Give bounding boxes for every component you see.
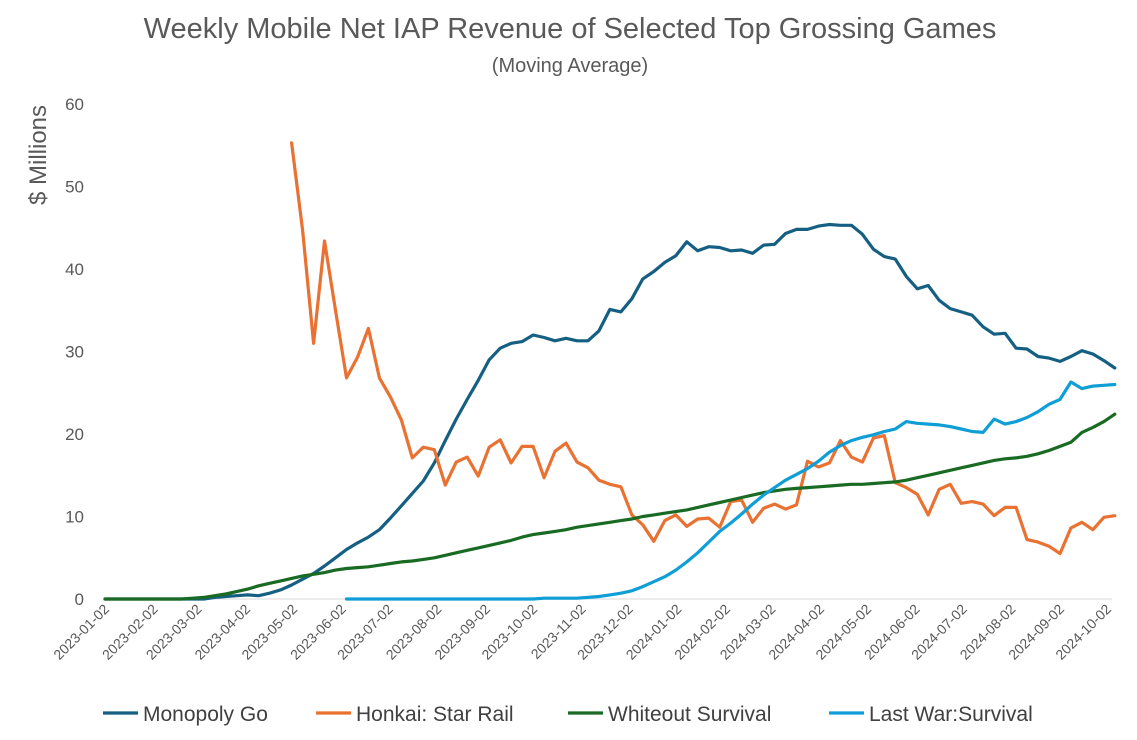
legend: Monopoly Go Honkai: Star Rail Whiteout Sur… [103, 703, 1033, 726]
y-tick-label: 10 [65, 508, 84, 527]
y-tick-label: 40 [65, 260, 84, 279]
y-tick-label: 60 [65, 95, 84, 114]
y-axis-label: $ Millions [25, 105, 52, 205]
legend-item: Monopoly Go [103, 703, 268, 726]
legend-label: Last War:Survival [869, 703, 1033, 726]
chart-title: Weekly Mobile Net IAP Revenue of Selecte… [144, 13, 997, 45]
chart-subtitle: (Moving Average) [492, 55, 648, 77]
legend-label: Honkai: Star Rail [356, 703, 514, 726]
y-tick-label: 0 [75, 590, 84, 609]
series-line-last-war-survival [344, 380, 1117, 601]
y-tick-label: 20 [65, 425, 84, 444]
legend-label: Monopoly Go [143, 703, 268, 726]
y-tick-label: 50 [65, 178, 84, 197]
legend-label: Whiteout Survival [608, 703, 771, 726]
legend-item: Honkai: Star Rail [316, 703, 514, 726]
legend-item: Last War:Survival [829, 703, 1033, 726]
series-lines [103, 141, 1117, 601]
series-line-whiteout-survival [103, 412, 1117, 601]
y-axis-ticks: 0 10 20 30 40 50 60 [65, 95, 84, 609]
series-line-monopoly-go [103, 222, 1117, 601]
series-line-honkai-star-rail [290, 141, 1117, 556]
y-tick-label: 30 [65, 343, 84, 362]
x-axis-ticks: 2023-01-022023-02-022023-03-022023-04-02… [50, 601, 1114, 663]
legend-item: Whiteout Survival [568, 703, 771, 726]
